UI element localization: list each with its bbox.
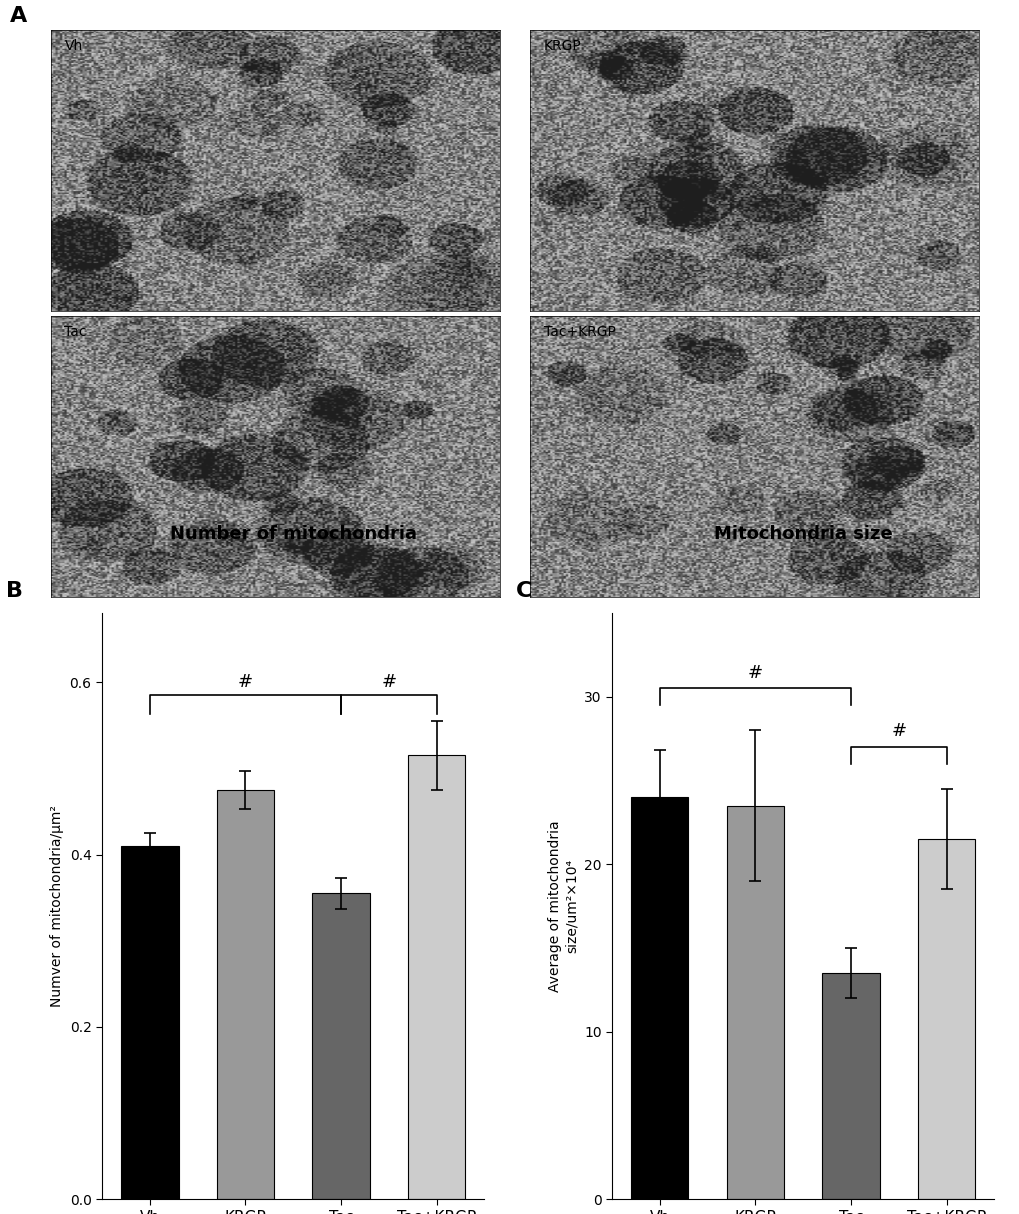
Text: Tac+KRGP: Tac+KRGP [543,324,615,339]
Text: #: # [237,673,253,691]
Text: A: A [10,6,28,25]
Text: Tac: Tac [64,324,87,339]
Text: #: # [891,722,906,741]
Text: Vh: Vh [64,39,83,52]
Y-axis label: Numver of mitochondria/μm²: Numver of mitochondria/μm² [50,805,64,1008]
Bar [631,798,688,1199]
Bar [121,846,178,1199]
Text: Number of mitochondria: Number of mitochondria [169,524,417,543]
Text: KRGP: KRGP [543,39,581,52]
Y-axis label: Average of mitochondria
size/um²×10⁴: Average of mitochondria size/um²×10⁴ [547,821,578,992]
Text: #: # [747,664,762,682]
Text: C: C [516,582,532,601]
Bar [312,894,370,1199]
Text: Mitochondria size: Mitochondria size [713,524,892,543]
Bar [217,790,274,1199]
Bar [917,839,974,1199]
Bar [821,974,878,1199]
Bar [726,806,784,1199]
Text: #: # [381,673,396,691]
Bar [408,755,465,1199]
Text: B: B [6,582,23,601]
